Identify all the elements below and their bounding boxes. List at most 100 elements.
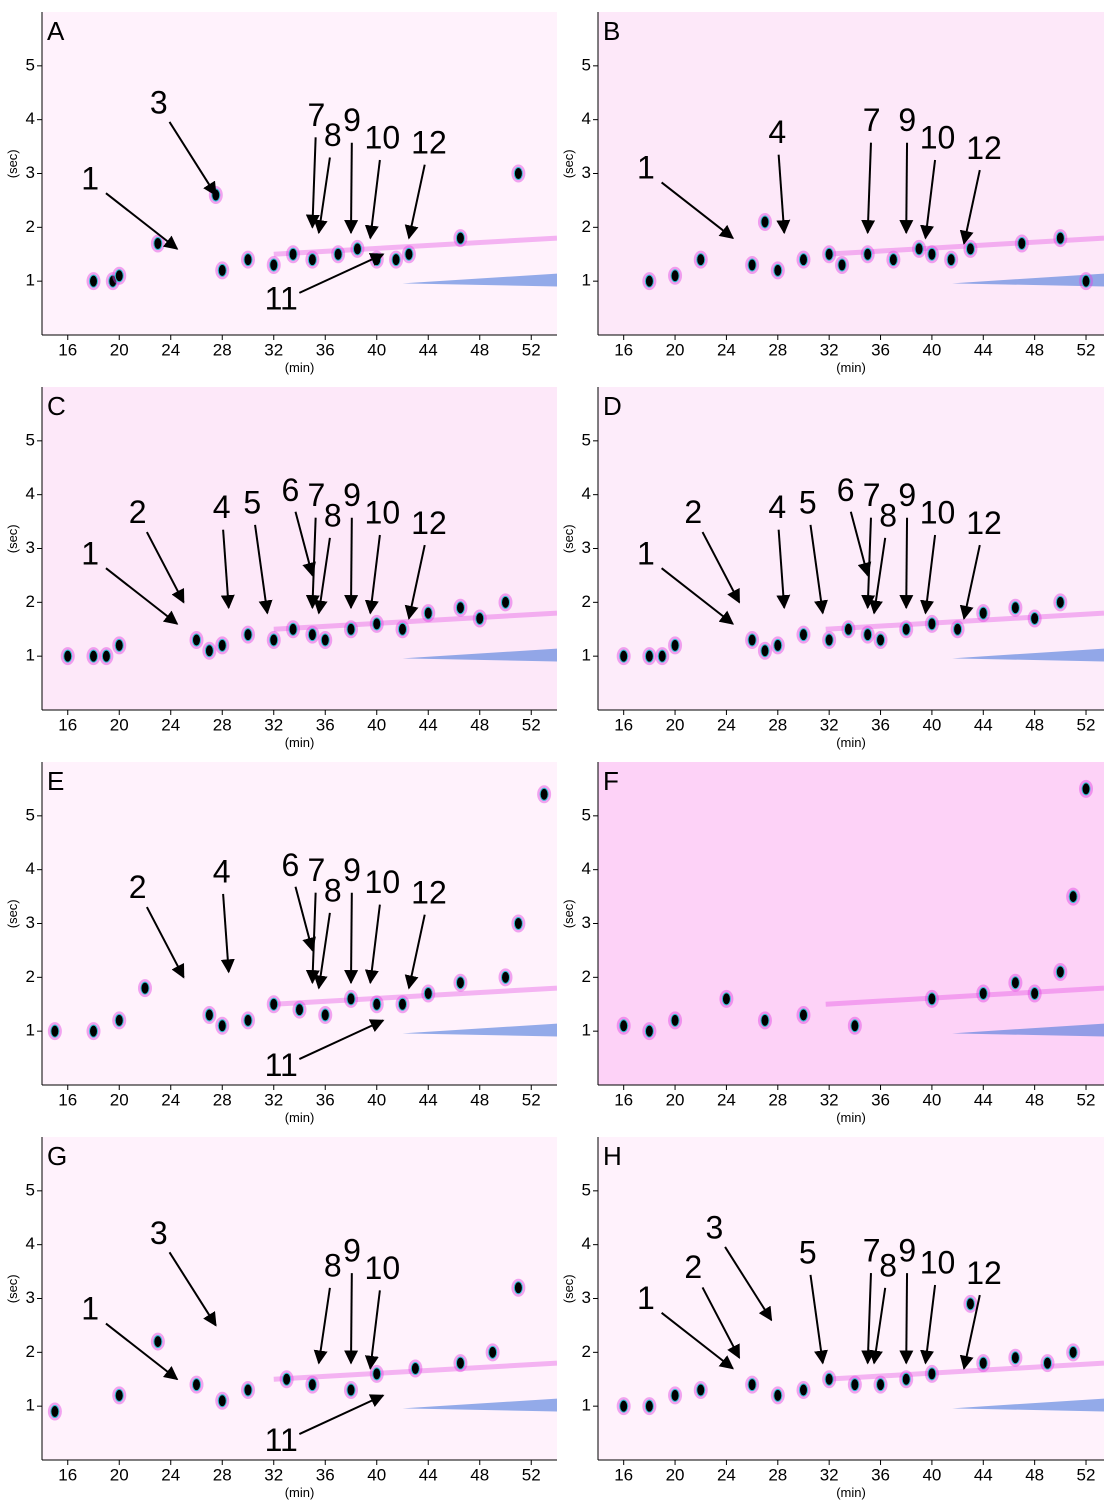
annotation-label: 1 — [81, 535, 99, 571]
annotation-arrow — [404, 544, 426, 620]
x-tick-label: 40 — [367, 715, 386, 734]
peak-spot — [1081, 274, 1091, 288]
peak-spot — [747, 633, 757, 647]
annotation-arrow — [776, 154, 791, 235]
peak-spot — [333, 247, 343, 261]
annotation-arrow — [294, 886, 316, 952]
peak-spot — [217, 1019, 227, 1033]
annotation-label: 12 — [411, 505, 447, 541]
x-tick-label: 28 — [213, 1090, 232, 1109]
peak-spot — [217, 1394, 227, 1408]
peak-spot — [619, 1019, 629, 1033]
x-tick-label: 16 — [58, 715, 77, 734]
peak-spot — [798, 1008, 808, 1022]
x-tick-label: 32 — [264, 715, 283, 734]
annotation-arrow — [920, 1284, 937, 1365]
peak-spot — [513, 167, 523, 180]
x-tick-label: 36 — [871, 1090, 890, 1109]
x-tick-label: 24 — [161, 1465, 180, 1484]
x-tick-label: 32 — [820, 715, 839, 734]
panel-label: H — [603, 1141, 622, 1171]
plot-background — [42, 1137, 557, 1460]
x-tick-label: 44 — [419, 715, 438, 734]
x-tick-label: 40 — [922, 715, 941, 734]
annotation-arrow — [313, 912, 331, 990]
annotation-label: 5 — [243, 485, 261, 521]
annotation-label: 10 — [365, 120, 401, 156]
peak-spot — [114, 638, 124, 652]
annotation-label: 2 — [684, 1249, 702, 1285]
x-tick-label: 36 — [316, 715, 335, 734]
y-tick-label: 2 — [582, 1342, 591, 1361]
annotation-arrow — [105, 567, 179, 625]
annotation-arrow — [776, 529, 791, 610]
annotation-label: 9 — [898, 477, 916, 513]
annotation-arrow — [724, 1246, 773, 1322]
peak-spot — [644, 649, 654, 663]
peak-spot — [114, 1388, 124, 1402]
x-tick-label: 52 — [522, 340, 541, 359]
annotation-arrow — [364, 159, 381, 240]
x-tick-label: 16 — [58, 340, 77, 359]
annotation-arrow — [220, 893, 235, 974]
annotation-arrow — [305, 137, 320, 229]
panel-label: F — [603, 766, 619, 796]
annotation-arrow — [660, 181, 734, 239]
annotation-arrow — [959, 544, 981, 620]
annotation-arrow — [920, 159, 937, 240]
x-tick-label: 48 — [470, 715, 489, 734]
panel-label: B — [603, 16, 620, 46]
plot-content — [47, 785, 557, 1041]
x-tick-label: 20 — [110, 1090, 129, 1109]
x-tick-label: 24 — [717, 340, 736, 359]
annotation-label: 11 — [265, 1047, 298, 1083]
peak-spot — [288, 247, 298, 261]
x-tick-label: 52 — [522, 1465, 541, 1484]
bleed-band — [273, 985, 557, 1007]
y-axis-label: (sec) — [561, 899, 576, 928]
annotation-arrow — [861, 142, 876, 235]
peak-spot — [455, 1356, 465, 1370]
x-tick-label: 24 — [161, 715, 180, 734]
annotation-label: 11 — [265, 281, 298, 317]
peak-spot — [1055, 231, 1065, 245]
x-tick-label: 36 — [316, 1465, 335, 1484]
peak-spot — [619, 649, 629, 663]
x-tick-label: 16 — [58, 1090, 77, 1109]
x-tick-label: 48 — [1025, 715, 1044, 734]
peak-spot — [978, 1356, 988, 1370]
peak-spot — [1055, 965, 1065, 979]
annotation-arrow — [899, 1273, 914, 1365]
annotation-arrow — [254, 524, 273, 615]
annotation-arrow — [168, 1251, 217, 1327]
peak-spot — [140, 981, 150, 995]
x-tick-label: 28 — [768, 1090, 787, 1109]
x-tick-label: 52 — [522, 715, 541, 734]
peak-spot — [455, 231, 465, 245]
x-tick-label: 48 — [470, 1465, 489, 1484]
y-tick-label: 5 — [26, 430, 35, 449]
panel: 16 20 24 28 32 36 40 44 48 5212345(min)(sec)H1235… — [561, 1137, 1104, 1500]
x-tick-label: 44 — [974, 340, 993, 359]
peak-spot — [773, 1388, 783, 1402]
peak-spot — [50, 1405, 60, 1419]
x-axis-label: (min) — [285, 735, 315, 750]
peak-spot — [670, 269, 680, 283]
annotation-arrow — [660, 567, 734, 625]
annotation-label: 8 — [324, 498, 342, 534]
peak-spot — [153, 236, 163, 250]
x-tick-label: 28 — [213, 340, 232, 359]
y-tick-label: 3 — [582, 163, 591, 182]
annotation-label: 10 — [365, 1250, 401, 1286]
y-tick-label: 5 — [582, 805, 591, 824]
x-tick-label: 20 — [666, 1090, 685, 1109]
peak-spot — [423, 606, 433, 620]
peak-spot — [657, 649, 667, 663]
y-tick-label: 5 — [582, 1180, 591, 1199]
x-tick-label: 40 — [367, 340, 386, 359]
peak-spot — [888, 253, 898, 267]
y-tick-label: 2 — [582, 217, 591, 236]
